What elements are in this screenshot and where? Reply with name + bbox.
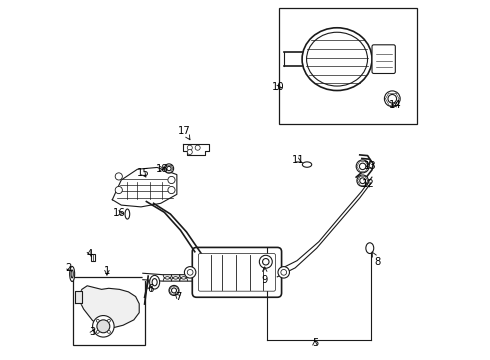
Circle shape [107, 319, 110, 322]
Ellipse shape [149, 275, 160, 289]
Circle shape [168, 176, 175, 184]
Circle shape [97, 330, 99, 333]
Circle shape [360, 178, 366, 184]
Circle shape [195, 145, 200, 150]
Circle shape [97, 319, 99, 322]
Text: 3: 3 [90, 327, 96, 337]
Text: 16: 16 [113, 208, 126, 218]
Ellipse shape [302, 28, 372, 90]
Bar [279, 8, 417, 125]
Circle shape [388, 94, 396, 103]
Text: 15: 15 [136, 168, 149, 178]
Text: 12: 12 [362, 179, 375, 189]
Circle shape [384, 91, 400, 107]
Text: 7: 7 [175, 292, 181, 302]
Polygon shape [74, 291, 82, 303]
Text: 6: 6 [147, 284, 153, 294]
Circle shape [115, 186, 122, 194]
Ellipse shape [307, 32, 368, 86]
Ellipse shape [302, 162, 312, 167]
Text: 17: 17 [178, 126, 191, 140]
Circle shape [107, 330, 110, 333]
Polygon shape [112, 167, 177, 207]
Circle shape [169, 285, 179, 296]
Text: 8: 8 [372, 252, 381, 267]
Circle shape [187, 145, 192, 150]
Text: 11: 11 [292, 155, 304, 165]
Text: 10: 10 [271, 82, 284, 93]
Text: 1: 1 [104, 266, 110, 276]
Circle shape [187, 149, 192, 154]
Text: 13: 13 [364, 161, 376, 171]
Ellipse shape [125, 209, 130, 219]
Circle shape [184, 267, 196, 278]
FancyBboxPatch shape [372, 45, 395, 73]
Text: 4: 4 [87, 248, 93, 258]
Circle shape [357, 175, 368, 186]
Text: 18: 18 [155, 163, 168, 174]
FancyBboxPatch shape [198, 253, 275, 291]
Circle shape [93, 316, 114, 337]
Polygon shape [183, 144, 209, 155]
Text: 2: 2 [65, 263, 72, 273]
Circle shape [187, 270, 193, 275]
Ellipse shape [70, 266, 74, 282]
Circle shape [115, 173, 122, 180]
Circle shape [359, 163, 366, 170]
Circle shape [259, 255, 272, 268]
Text: 14: 14 [389, 100, 402, 110]
Circle shape [164, 164, 173, 173]
Text: 9: 9 [262, 267, 268, 285]
Bar [91, 253, 96, 261]
Circle shape [168, 186, 175, 194]
Text: 5: 5 [312, 338, 318, 348]
Circle shape [281, 270, 287, 275]
Ellipse shape [366, 243, 374, 253]
Polygon shape [277, 177, 372, 277]
Circle shape [172, 288, 176, 293]
Circle shape [167, 166, 171, 171]
Circle shape [356, 160, 369, 173]
Circle shape [97, 320, 110, 333]
Circle shape [278, 267, 290, 278]
Bar [73, 277, 145, 345]
Circle shape [263, 258, 269, 265]
Ellipse shape [71, 270, 73, 278]
Ellipse shape [152, 279, 157, 286]
Polygon shape [78, 286, 139, 329]
FancyBboxPatch shape [192, 247, 282, 297]
